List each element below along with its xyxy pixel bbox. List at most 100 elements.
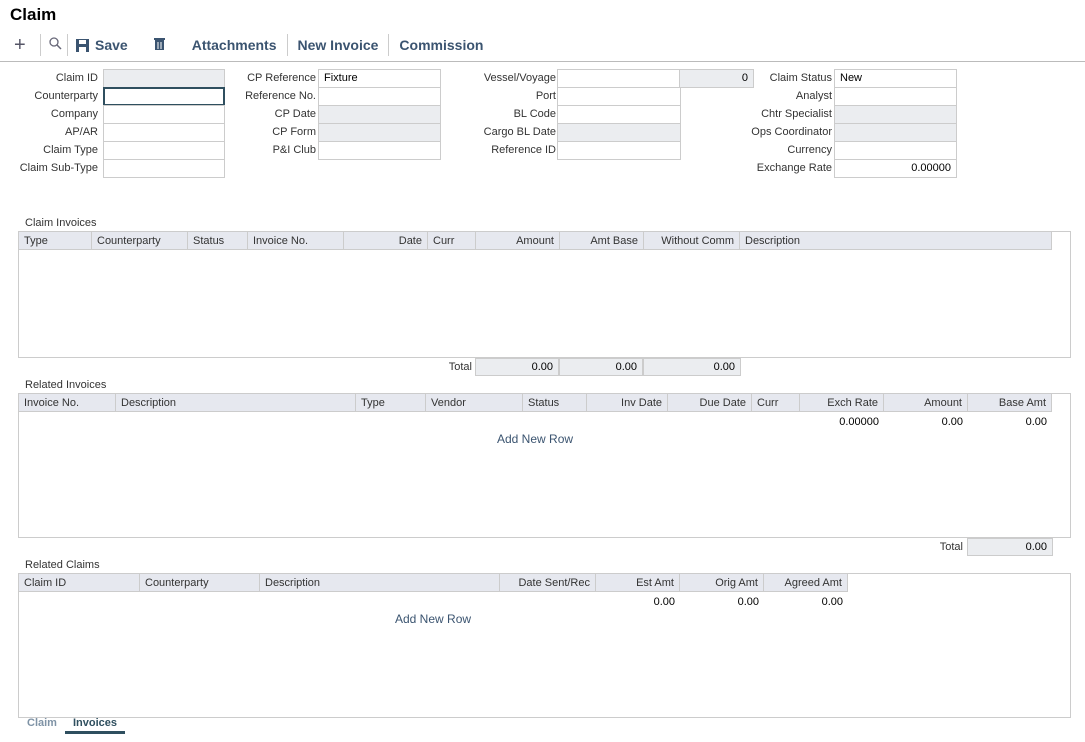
column-header-counterparty[interactable]: Counterparty [140,574,260,592]
tab-invoices[interactable]: Invoices [65,716,125,734]
attachments-button[interactable]: Attachments [191,37,277,53]
cp-form-label: CP Form [272,126,316,138]
claim-sub-type-field[interactable] [103,159,225,178]
total-amount: 0.00 [475,358,559,376]
related-invoices-label: Related Invoices [25,379,107,391]
column-header-exch-rate[interactable]: Exch Rate [800,394,884,412]
column-header-amount[interactable]: Amount [476,232,560,250]
column-header-base-amt[interactable]: Base Amt [968,394,1052,412]
column-header-type[interactable]: Type [19,232,92,250]
column-header-claim-id[interactable]: Claim ID [19,574,140,592]
cp-form-field [318,123,441,142]
delete-icon[interactable] [153,37,165,53]
port-field[interactable] [557,87,681,106]
related-invoices-total-label: Total [939,541,963,553]
commission-button[interactable]: Commission [399,37,484,53]
column-header-vendor[interactable]: Vendor [426,394,523,412]
cp-reference-label: CP Reference [247,72,316,84]
add-new-row-link[interactable]: Add New Row [395,612,472,626]
new-invoice-button[interactable]: New Invoice [297,37,379,53]
column-header-due-date[interactable]: Due Date [668,394,752,412]
claim-invoices-label: Claim Invoices [25,217,97,229]
divider [286,34,288,56]
add-new-row-link[interactable]: Add New Row [497,432,574,446]
claim-sub-type-label: Claim Sub-Type [19,162,98,174]
divider [388,34,390,56]
column-header-invoice-no-[interactable]: Invoice No. [19,394,116,412]
row-value: 0.00000 [839,416,879,428]
column-header-curr[interactable]: Curr [428,232,476,250]
claim-status-label: Claim Status [769,72,832,84]
row-value: 0.00 [653,596,675,608]
p-i-club-label: P&I Club [272,144,316,156]
grid-header: Type Counterparty Status Invoice No. Date Cur… [19,232,1052,250]
total-amt-base: 0.00 [559,358,643,376]
port-label: Port [535,90,556,102]
grid-header: Invoice No. Description Type Vendor Status In… [19,394,1052,412]
page-title: Claim [10,5,57,24]
row-value: 0.00 [941,416,963,428]
column-header-agreed-amt[interactable]: Agreed Amt [764,574,848,592]
column-header-status[interactable]: Status [188,232,248,250]
grid-header: Claim ID Counterparty Description Date Sent… [19,574,848,592]
bl-code-label: BL Code [513,108,556,120]
vessel-voyage-field[interactable] [557,69,681,88]
reference-id-field[interactable] [557,141,681,160]
reference-no--field[interactable] [318,87,441,106]
vessel-voyage-label: Vessel/Voyage [483,72,556,84]
claim-invoices-grid[interactable]: Type Counterparty Status Invoice No. Date Cur… [18,231,1071,358]
related-claims-label: Related Claims [25,559,100,571]
column-header-est-amt[interactable]: Est Amt [596,574,680,592]
column-header-curr[interactable]: Curr [752,394,800,412]
claim-invoices-total-label: Total [448,361,472,373]
cp-date-label: CP Date [274,108,316,120]
cp-date-field [318,105,441,124]
column-header-inv-date[interactable]: Inv Date [587,394,668,412]
bl-code-field[interactable] [557,105,681,124]
column-header-description[interactable]: Description [260,574,500,592]
column-header-invoice-no-[interactable]: Invoice No. [248,232,344,250]
column-header-description[interactable]: Description [740,232,1052,250]
ops-coordinator-label: Ops Coordinator [751,126,832,138]
column-header-orig-amt[interactable]: Orig Amt [680,574,764,592]
add-icon[interactable]: + [14,33,26,56]
chtr-specialist-field [834,105,957,124]
toolbar-divider [0,61,1085,62]
column-header-counterparty[interactable]: Counterparty [92,232,188,250]
claim-type-label: Claim Type [43,144,98,156]
save-button[interactable]: Save [76,37,128,53]
currency-label: Currency [787,144,832,156]
related-invoices-grid[interactable]: Invoice No. Description Type Vendor Status In… [18,393,1071,538]
exchange-rate-field[interactable]: 0.00000 [834,159,957,178]
row-value: 0.00 [737,596,759,608]
divider [67,34,68,56]
cp-reference-field[interactable]: Fixture [318,69,441,88]
row-value: 0.00 [1025,416,1047,428]
column-header-date-sent-rec[interactable]: Date Sent/Rec [500,574,596,592]
chtr-specialist-label: Chtr Specialist [761,108,832,120]
column-header-amt-base[interactable]: Amt Base [560,232,644,250]
p-i-club-field[interactable] [318,141,441,160]
claim-status-field[interactable]: New [834,69,957,88]
company-label: Company [50,108,98,120]
ap-ar-label: AP/AR [64,126,98,138]
column-header-amount[interactable]: Amount [884,394,968,412]
related-invoices-total: 0.00 [967,538,1053,556]
column-header-type[interactable]: Type [356,394,426,412]
currency-field[interactable] [834,141,957,160]
column-header-status[interactable]: Status [523,394,587,412]
search-icon[interactable] [49,37,65,53]
total-without-comm: 0.00 [643,358,741,376]
analyst-field[interactable] [834,87,957,106]
toolbar: + Save Attachments New Invoice Commissio… [14,33,484,56]
exchange-rate-label: Exchange Rate [756,162,832,174]
counterparty-label: Counterparty [34,90,98,102]
claim-id-label: Claim ID [55,72,98,84]
column-header-description[interactable]: Description [116,394,356,412]
tab-claim[interactable]: Claim [27,717,57,729]
column-header-without-comm[interactable]: Without Comm [644,232,740,250]
save-icon [76,38,89,52]
column-header-date[interactable]: Date [344,232,428,250]
analyst-label: Analyst [795,90,832,102]
related-claims-grid[interactable]: Claim ID Counterparty Description Date Sent… [18,573,1071,718]
